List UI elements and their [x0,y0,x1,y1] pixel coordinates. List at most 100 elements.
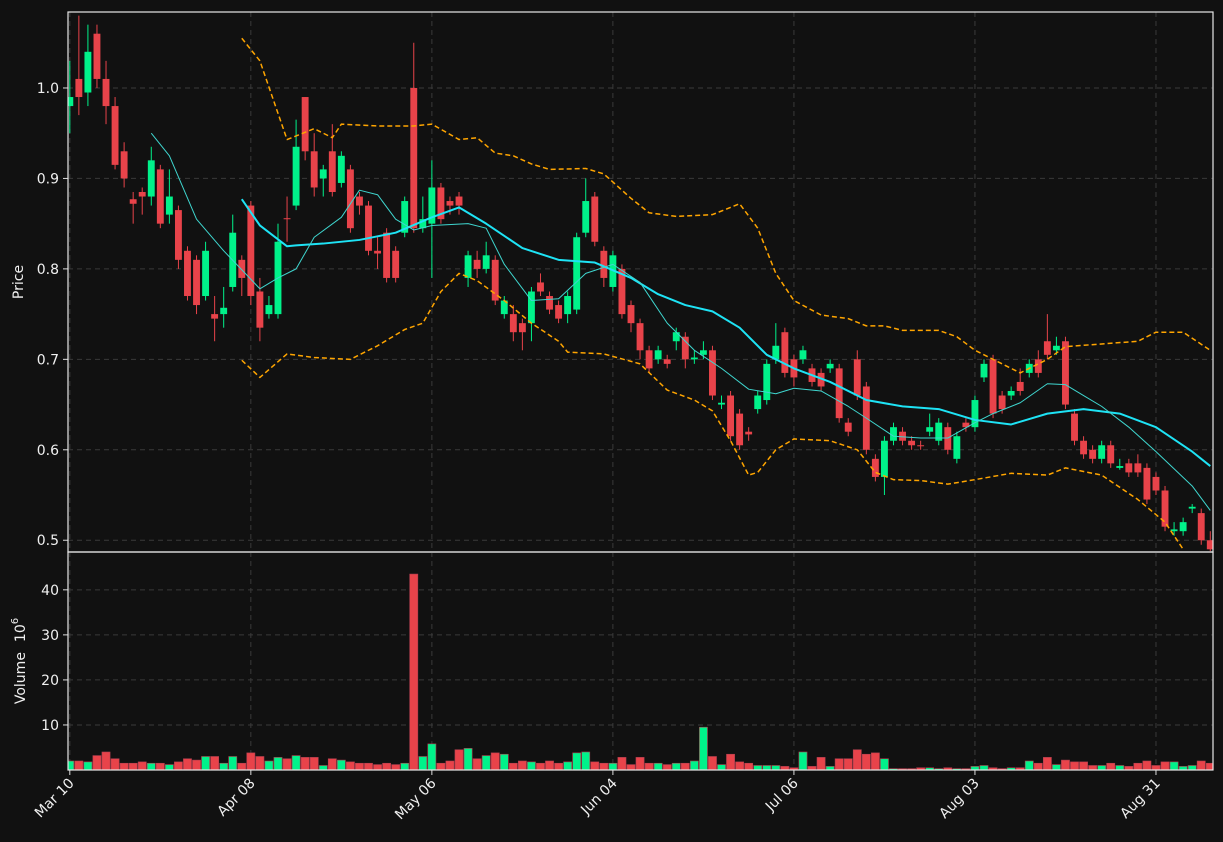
candle-body [781,332,789,373]
volume-bar [708,756,717,770]
candle-body [93,33,101,79]
volume-bar [427,743,437,770]
volume-bar [689,760,699,770]
candle-body [1071,413,1078,441]
volume-bar [409,573,419,770]
volume-bar [581,751,591,770]
volume-bar [237,762,247,770]
candle-body [256,291,264,328]
volume-bar [183,758,192,770]
candle-body [319,169,327,179]
volume-bar [527,761,536,770]
volume-bar [1024,760,1034,770]
y-tick-label: 20 [41,673,59,689]
candle-body [564,296,572,315]
candle-body [1007,390,1015,396]
volume-bar [798,751,808,770]
volume-bar [979,765,989,770]
volume-bar [92,755,102,770]
volume-bar [210,756,220,770]
candle-body [292,146,300,206]
candle-body [591,196,599,242]
volume-bar [255,756,265,770]
candle-body [908,440,916,446]
y-tick-label: 0.6 [37,443,59,459]
candle-body [654,350,662,360]
candle-body [727,395,735,437]
volume-bar [834,758,844,770]
volume-bar [699,726,708,770]
volume-bar [1187,765,1197,770]
volume-bar [309,757,319,770]
candle-body [573,237,581,310]
volume-bar [599,762,609,770]
candle-body [699,350,707,355]
volume-bar [382,762,391,770]
candle-body [428,187,436,224]
volume-bar [165,764,174,770]
volume-bar [472,758,482,770]
candle-body [310,151,318,188]
candle-body [328,151,336,192]
candle-body [1206,540,1213,550]
candle-body [582,201,590,233]
y-tick-label: 0.5 [37,533,59,549]
volume-bar [327,758,337,770]
candle-body [672,332,680,342]
candle-body [555,305,563,319]
candle-body [890,427,897,441]
volume-bar [264,760,274,770]
volume-bar [1196,760,1206,770]
candle-body [419,219,427,229]
axis-multiplier: 10 [13,624,29,642]
candle-body [1161,490,1169,527]
volume-bar [680,762,690,770]
volume-bar [300,757,310,770]
volume-bar [536,762,545,770]
candle-body [446,201,454,206]
volume-bar [201,756,210,770]
candle-body [1080,440,1088,455]
volume-bar [635,757,645,770]
candle-body [1152,476,1160,491]
candle-body [202,250,210,297]
candle-body [410,87,418,229]
y-tick-label: 1.0 [37,81,59,97]
candle-body [989,359,997,414]
candle-body [75,78,83,98]
candle-body [102,78,110,107]
volume-bar [753,765,763,770]
candle-body [1170,529,1178,532]
candle-body [1089,449,1097,459]
volume-bar [490,752,500,770]
candle-body [238,259,246,278]
candle-body [546,296,553,310]
candle-body [844,422,852,432]
candle-body [871,458,879,477]
y-tick-label: 10 [41,718,59,734]
candle-body [473,259,481,269]
volume-bar [563,761,573,770]
volume-bar [146,762,156,770]
candle-body [68,97,74,107]
candle-body [383,232,391,278]
candle-body [337,155,345,183]
volume-bar [101,751,111,770]
band-line [241,272,1184,550]
candle-body [627,305,635,324]
volume-bar [1088,765,1097,770]
candle-body [527,291,535,324]
volume-bar [364,762,373,770]
volume-bar [861,753,871,770]
candle-body [971,400,979,428]
candle-body [745,431,753,435]
candle-body [1143,467,1151,500]
volume-bar [273,757,283,770]
volume-bar [1061,759,1070,770]
volume-bar [617,757,627,770]
candle-body [455,196,463,206]
candle-body [826,363,834,369]
volume-bar [626,764,636,770]
candle-body [772,345,780,360]
